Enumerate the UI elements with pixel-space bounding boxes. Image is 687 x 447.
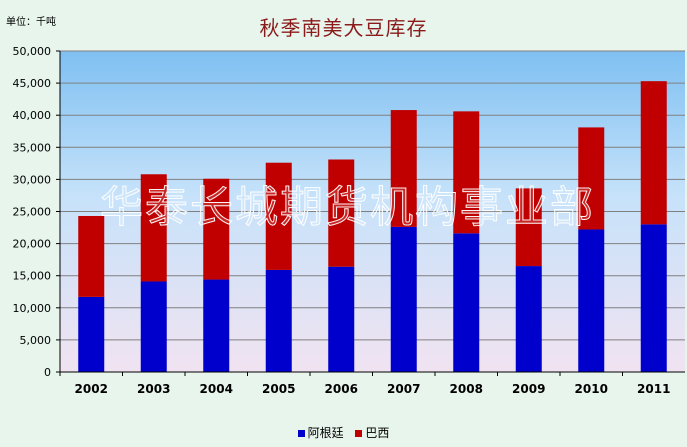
legend-swatch-argentina: [297, 430, 305, 437]
legend-item-argentina: 阿根廷: [297, 424, 344, 441]
x-tick-label: 2011: [637, 382, 670, 396]
bar-argentina-2006: [328, 266, 355, 372]
legend: 阿根廷 巴西: [0, 424, 687, 441]
bar-argentina-2003: [140, 281, 167, 372]
bar-brazil-2010: [578, 127, 605, 230]
x-tick-label: 2008: [450, 382, 483, 396]
y-tick-label: 10,000: [13, 302, 52, 315]
bar-brazil-2006: [328, 159, 355, 267]
bar-brazil-2002: [78, 215, 105, 297]
legend-swatch-brazil: [355, 430, 363, 437]
bar-argentina-2011: [640, 224, 667, 372]
x-tick-label: 2006: [325, 382, 358, 396]
y-tick-label: 50,000: [13, 45, 52, 58]
y-tick-label: 15,000: [13, 270, 52, 283]
y-tick-label: 30,000: [13, 173, 52, 186]
x-tick-label: 2003: [137, 382, 170, 396]
x-tick-label: 2009: [512, 382, 545, 396]
y-tick-label: 20,000: [13, 238, 52, 251]
chart-title: 秋季南美大豆库存: [259, 16, 428, 40]
bar-brazil-2004: [203, 178, 230, 280]
bar-argentina-2004: [203, 279, 230, 372]
y-tick-label: 0: [44, 366, 51, 379]
y-tick-label: 40,000: [13, 109, 52, 122]
bar-argentina-2009: [515, 266, 542, 372]
bar-argentina-2005: [265, 269, 292, 372]
x-tick-label: 2010: [575, 382, 608, 396]
bar-argentina-2007: [390, 226, 417, 372]
y-tick-label: 45,000: [13, 77, 52, 90]
legend-label-brazil: 巴西: [365, 426, 390, 440]
bar-brazil-2003: [140, 174, 167, 282]
y-tick-label: 25,000: [13, 206, 52, 219]
bar-brazil-2009: [515, 188, 542, 267]
x-tick-label: 2002: [75, 382, 108, 396]
bar-brazil-2005: [265, 162, 292, 270]
bar-argentina-2002: [78, 296, 105, 372]
unit-label: 单位：千吨: [6, 17, 56, 28]
bar-brazil-2011: [640, 81, 667, 225]
legend-item-brazil: 巴西: [355, 424, 389, 441]
bar-argentina-2010: [578, 229, 605, 372]
x-tick-label: 2007: [387, 382, 420, 396]
bar-brazil-2008: [453, 111, 480, 234]
bar-argentina-2008: [453, 233, 480, 372]
bar-brazil-2007: [390, 110, 417, 227]
legend-label-argentina: 阿根廷: [307, 426, 344, 440]
y-tick-label: 35,000: [13, 141, 52, 154]
y-tick-label: 5,000: [20, 334, 52, 347]
x-tick-label: 2005: [262, 382, 295, 396]
x-tick-label: 2004: [200, 382, 233, 396]
